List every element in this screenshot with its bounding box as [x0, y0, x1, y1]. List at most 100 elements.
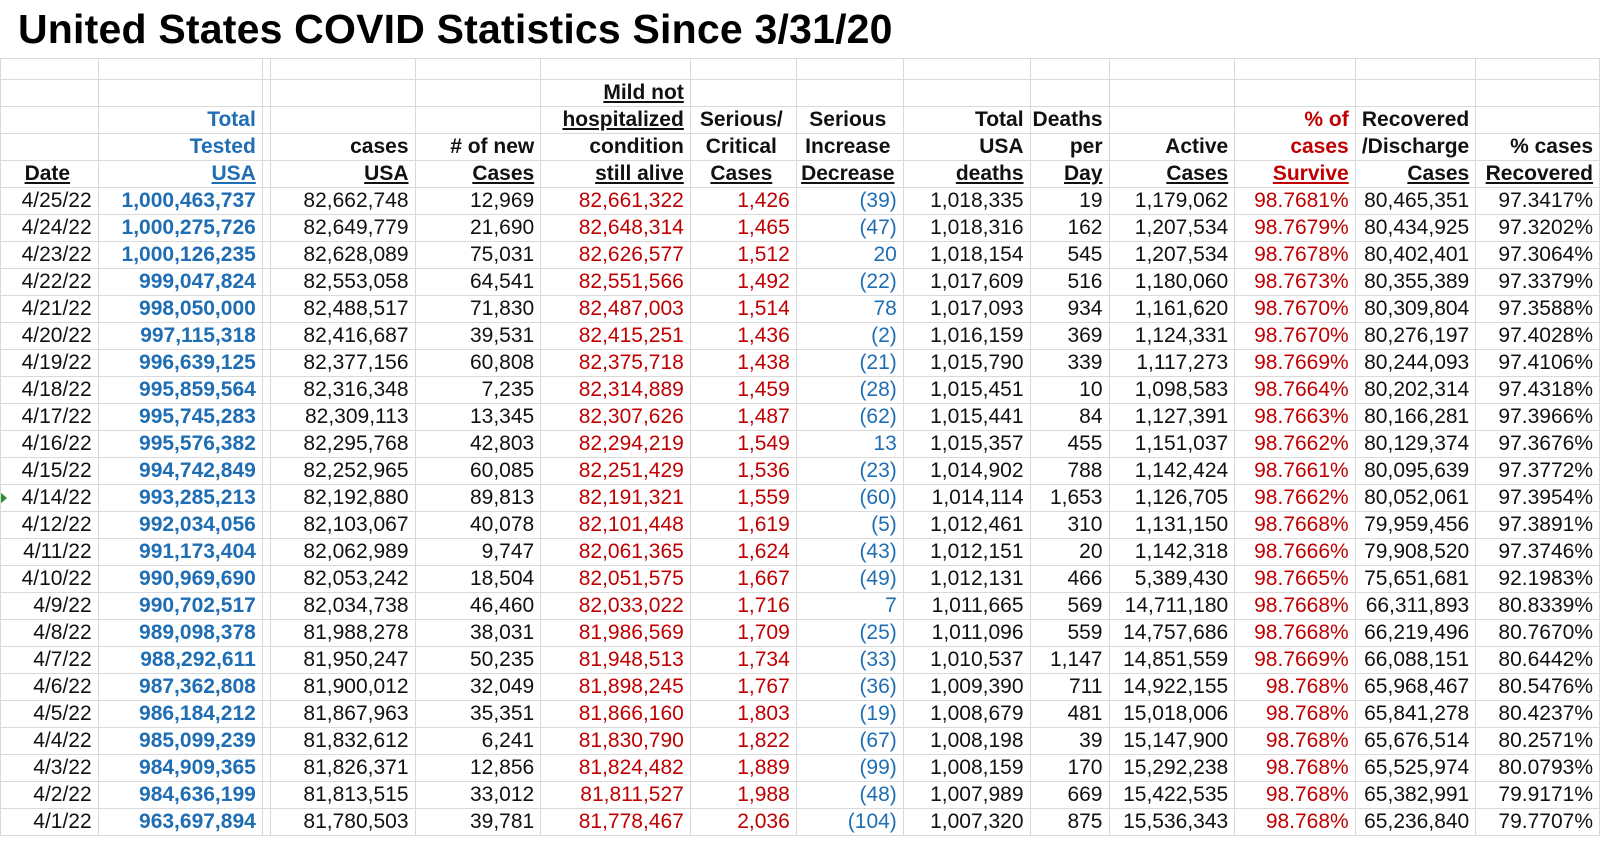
critical-cell[interactable]: 1,716 — [689, 592, 797, 620]
mild-cell[interactable]: 81,866,160 — [540, 700, 691, 728]
header-perday-l2[interactable]: Deaths — [1029, 106, 1110, 134]
header-cell[interactable] — [1029, 79, 1110, 107]
header-cell[interactable] — [902, 79, 1031, 107]
header-serious-l4[interactable]: Decrease — [795, 160, 904, 188]
date-cell[interactable]: 4/7/22 — [0, 646, 99, 674]
active-cell[interactable]: 1,180,060 — [1108, 268, 1236, 296]
active-cell[interactable]: 14,757,686 — [1108, 619, 1236, 647]
deaths-cell[interactable]: 1,018,335 — [902, 187, 1031, 215]
serious-change-cell[interactable]: (36) — [795, 673, 904, 701]
date-cell[interactable]: 4/18/22 — [0, 376, 99, 404]
critical-cell[interactable]: 1,492 — [689, 268, 797, 296]
deaths-per-day-cell[interactable]: 545 — [1029, 241, 1110, 269]
mild-cell[interactable]: 82,294,219 — [540, 430, 691, 458]
date-cell[interactable]: 4/5/22 — [0, 700, 99, 728]
recovered-pct-cell[interactable]: 97.3891% — [1475, 511, 1600, 539]
recovered-pct-cell[interactable]: 80.0793% — [1475, 754, 1600, 782]
deaths-cell[interactable]: 1,012,461 — [902, 511, 1031, 539]
deaths-cell[interactable]: 1,008,679 — [902, 700, 1031, 728]
cases-cell[interactable]: 82,062,989 — [270, 538, 416, 566]
serious-change-cell[interactable]: (67) — [795, 727, 904, 755]
header-pctrec-l4[interactable]: Recovered — [1475, 160, 1600, 188]
recovered-cell[interactable]: 79,908,520 — [1354, 538, 1477, 566]
tested-cell[interactable]: 991,173,404 — [97, 538, 263, 566]
deaths-per-day-cell[interactable]: 369 — [1029, 322, 1110, 350]
new-cases-cell[interactable]: 12,969 — [414, 187, 542, 215]
critical-cell[interactable]: 1,709 — [689, 619, 797, 647]
new-cases-cell[interactable]: 18,504 — [414, 565, 542, 593]
recovered-cell[interactable]: 66,088,151 — [1354, 646, 1477, 674]
critical-cell[interactable]: 1,426 — [689, 187, 797, 215]
header-deaths-l3[interactable]: USA — [902, 133, 1031, 161]
cases-cell[interactable]: 82,309,113 — [270, 403, 416, 431]
header-survive-l4[interactable]: Survive — [1234, 160, 1356, 188]
active-cell[interactable]: 1,161,620 — [1108, 295, 1236, 323]
recovered-cell[interactable]: 80,434,925 — [1354, 214, 1477, 242]
recovered-pct-cell[interactable]: 97.3588% — [1475, 295, 1600, 323]
deaths-per-day-cell[interactable]: 1,147 — [1029, 646, 1110, 674]
deaths-cell[interactable]: 1,007,989 — [902, 781, 1031, 809]
serious-change-cell[interactable]: (49) — [795, 565, 904, 593]
survive-pct-cell[interactable]: 98.7668% — [1234, 619, 1356, 647]
deaths-per-day-cell[interactable]: 875 — [1029, 808, 1110, 836]
survive-pct-cell[interactable]: 98.768% — [1234, 673, 1356, 701]
survive-pct-cell[interactable]: 98.7662% — [1234, 430, 1356, 458]
tested-cell[interactable]: 1,000,463,737 — [97, 187, 263, 215]
active-cell[interactable]: 15,422,535 — [1108, 781, 1236, 809]
serious-change-cell[interactable]: (62) — [795, 403, 904, 431]
deaths-per-day-cell[interactable]: 711 — [1029, 673, 1110, 701]
mild-cell[interactable]: 81,830,790 — [540, 727, 691, 755]
header-deaths-l2[interactable]: Total — [902, 106, 1031, 134]
deaths-per-day-cell[interactable]: 39 — [1029, 727, 1110, 755]
date-cell[interactable]: 4/21/22 — [0, 295, 99, 323]
header-pctrec-l3[interactable]: % cases — [1475, 133, 1600, 161]
critical-cell[interactable]: 1,487 — [689, 403, 797, 431]
cases-cell[interactable]: 82,053,242 — [270, 565, 416, 593]
header-cell[interactable] — [270, 106, 416, 134]
critical-cell[interactable]: 2,036 — [689, 808, 797, 836]
date-cell[interactable]: 4/22/22 — [0, 268, 99, 296]
active-cell[interactable]: 15,292,238 — [1108, 754, 1236, 782]
critical-cell[interactable]: 1,667 — [689, 565, 797, 593]
recovered-cell[interactable]: 80,052,061 — [1354, 484, 1477, 512]
recovered-pct-cell[interactable]: 80.7670% — [1475, 619, 1600, 647]
recovered-cell[interactable]: 80,309,804 — [1354, 295, 1477, 323]
header-active-l3[interactable]: Active — [1108, 133, 1236, 161]
serious-change-cell[interactable]: (43) — [795, 538, 904, 566]
header-cell[interactable] — [1354, 79, 1477, 107]
header-serious-l2[interactable]: Serious — [795, 106, 904, 134]
cell[interactable] — [1029, 58, 1110, 80]
serious-change-cell[interactable]: 78 — [795, 295, 904, 323]
cases-cell[interactable]: 82,628,089 — [270, 241, 416, 269]
header-mild-l3[interactable]: condition — [540, 133, 691, 161]
critical-cell[interactable]: 1,436 — [689, 322, 797, 350]
new-cases-cell[interactable]: 35,351 — [414, 700, 542, 728]
tested-cell[interactable]: 984,909,365 — [97, 754, 263, 782]
tested-cell[interactable]: 994,742,849 — [97, 457, 263, 485]
serious-change-cell[interactable]: (60) — [795, 484, 904, 512]
serious-change-cell[interactable]: (22) — [795, 268, 904, 296]
deaths-per-day-cell[interactable]: 466 — [1029, 565, 1110, 593]
active-cell[interactable]: 1,142,318 — [1108, 538, 1236, 566]
recovered-cell[interactable]: 80,166,281 — [1354, 403, 1477, 431]
header-cell[interactable] — [414, 106, 542, 134]
cell[interactable] — [1354, 58, 1477, 80]
new-cases-cell[interactable]: 50,235 — [414, 646, 542, 674]
tested-cell[interactable]: 1,000,126,235 — [97, 241, 263, 269]
header-cases-l4[interactable]: USA — [270, 160, 416, 188]
cases-cell[interactable]: 81,900,012 — [270, 673, 416, 701]
serious-change-cell[interactable]: (25) — [795, 619, 904, 647]
recovered-cell[interactable]: 79,959,456 — [1354, 511, 1477, 539]
header-critical-l4[interactable]: Cases — [689, 160, 797, 188]
tested-cell[interactable]: 986,184,212 — [97, 700, 263, 728]
survive-pct-cell[interactable]: 98.7666% — [1234, 538, 1356, 566]
new-cases-cell[interactable]: 21,690 — [414, 214, 542, 242]
tested-cell[interactable]: 988,292,611 — [97, 646, 263, 674]
recovered-pct-cell[interactable]: 97.3954% — [1475, 484, 1600, 512]
recovered-pct-cell[interactable]: 80.8339% — [1475, 592, 1600, 620]
tested-cell[interactable]: 993,285,213 — [97, 484, 263, 512]
header-new-l3[interactable]: # of new — [414, 133, 542, 161]
recovered-pct-cell[interactable]: 92.1983% — [1475, 565, 1600, 593]
tested-cell[interactable]: 995,745,283 — [97, 403, 263, 431]
cell[interactable] — [540, 58, 691, 80]
